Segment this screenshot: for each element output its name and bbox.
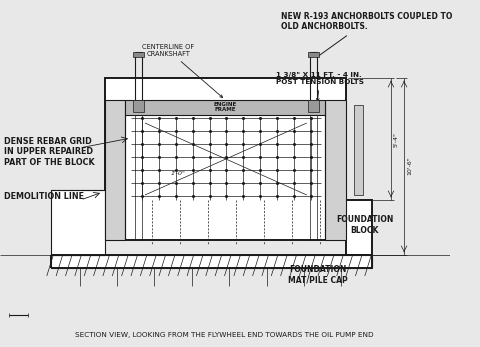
Bar [132,100,144,112]
Bar [105,100,125,240]
Bar [307,52,318,57]
Text: CENTERLINE OF
CRANKSHAFT: CENTERLINE OF CRANKSHAFT [142,44,222,98]
Text: DEMOLITION LINE: DEMOLITION LINE [4,192,84,201]
Bar [345,200,372,255]
Bar [105,78,345,240]
Text: DENSE REBAR GRID
IN UPPER REPAIRED
PART OF THE BLOCK: DENSE REBAR GRID IN UPPER REPAIRED PART … [4,137,94,167]
Text: 1 3/8" X 11 FT. - 4 IN.
POST TENSION BOLTS: 1 3/8" X 11 FT. - 4 IN. POST TENSION BOL… [276,72,363,101]
Text: ENGINE
FRAME: ENGINE FRAME [213,102,237,112]
Text: 10'-6": 10'-6" [406,156,411,175]
Text: 5'-4": 5'-4" [393,132,398,146]
Bar [132,52,144,57]
Bar [125,100,325,115]
Bar [353,105,362,195]
Text: FOUNDATION
MAT/PILE CAP: FOUNDATION MAT/PILE CAP [288,265,347,285]
Bar [105,78,345,240]
Text: 1'-0": 1'-0" [170,170,185,176]
Bar [51,255,372,268]
Text: SECTION VIEW, LOOKING FROM THE FLYWHEEL END TOWARDS THE OIL PUMP END: SECTION VIEW, LOOKING FROM THE FLYWHEEL … [75,332,373,338]
Bar [51,190,105,255]
Bar [325,100,345,240]
Bar [307,100,318,112]
Text: FOUNDATION
BLOCK: FOUNDATION BLOCK [336,215,393,235]
Text: NEW R-193 ANCHORBOLTS COUPLED TO
OLD ANCHORBOLTS.: NEW R-193 ANCHORBOLTS COUPLED TO OLD ANC… [280,12,451,56]
